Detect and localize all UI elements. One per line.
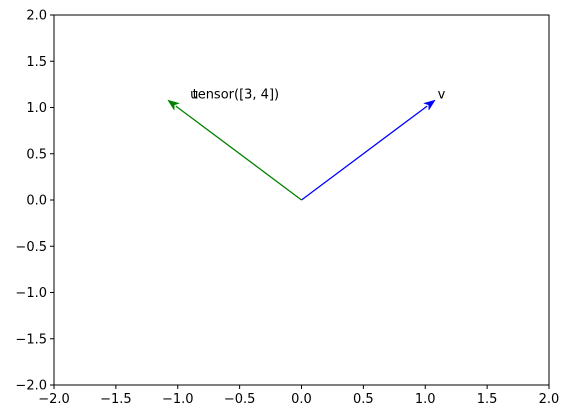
x-tick-label: 0.0 xyxy=(291,392,312,407)
y-tick-label: 0.5 xyxy=(26,147,47,162)
x-tick-label: −1.5 xyxy=(100,392,132,407)
y-tick-label: 1.0 xyxy=(26,101,47,116)
x-tick-label: −0.5 xyxy=(224,392,256,407)
vector-shaft xyxy=(301,105,428,201)
x-tick-label: 2.0 xyxy=(539,392,560,407)
y-tick-label: −0.5 xyxy=(15,240,47,255)
x-tick-label: −1.0 xyxy=(162,392,194,407)
y-axis: −2.0 −1.5 −1.0 −0.5 0.0 0.5 1.0 1.5 2.0 xyxy=(15,9,54,394)
vector-shaft xyxy=(175,105,302,201)
vectors-layer xyxy=(167,99,436,201)
y-tick-label: 2.0 xyxy=(26,9,47,24)
vector-label: u xyxy=(190,87,198,102)
x-axis: −2.0 −1.5 −1.0 −0.5 0.0 0.5 1.0 1.5 2.0 xyxy=(38,385,559,407)
x-tick-label: 0.5 xyxy=(353,392,374,407)
vector-arrow-u xyxy=(167,99,302,201)
vector-label: v xyxy=(438,87,446,102)
y-tick-label: −2.0 xyxy=(15,379,47,394)
x-tick-label: 1.0 xyxy=(415,392,436,407)
vector-head xyxy=(167,99,181,111)
annotation-text: tensor([3, 4]) xyxy=(193,87,280,102)
y-tick-label: −1.0 xyxy=(15,286,47,301)
x-tick-label: −2.0 xyxy=(38,392,70,407)
vector-head xyxy=(422,99,436,111)
y-tick-label: 0.0 xyxy=(26,194,47,209)
vector-arrow-v xyxy=(301,99,436,201)
x-tick-label: 1.5 xyxy=(477,392,498,407)
y-tick-label: −1.5 xyxy=(15,332,47,347)
y-tick-label: 1.5 xyxy=(26,55,47,70)
